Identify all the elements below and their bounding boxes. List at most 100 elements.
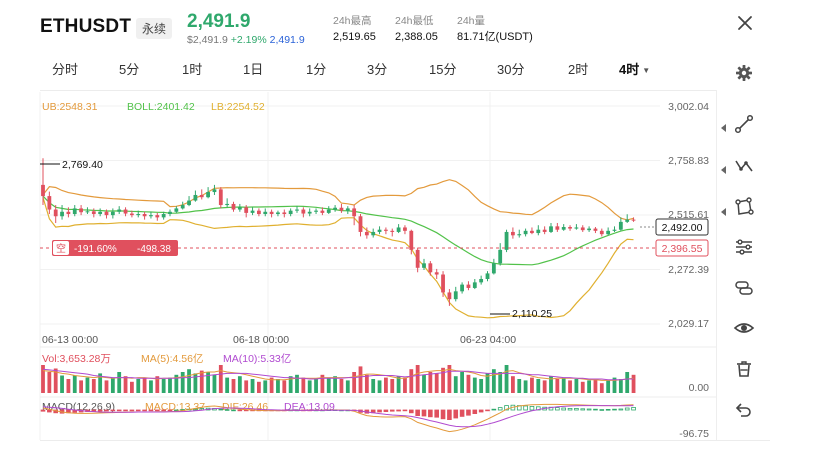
volume-bar — [269, 377, 274, 393]
undo-button[interactable] — [733, 399, 755, 421]
candle-body — [466, 284, 471, 288]
candle-body — [580, 227, 585, 231]
candle-body — [282, 212, 287, 215]
candle-body — [523, 230, 528, 235]
candle-body — [549, 226, 553, 232]
candle-body — [161, 214, 166, 218]
link-chain-tool[interactable] — [733, 277, 755, 299]
volume-bar — [237, 376, 242, 393]
tab-timeframe-2h[interactable]: 2时 — [568, 62, 589, 77]
volume-bar — [130, 381, 134, 393]
macd-bar — [396, 409, 401, 412]
volume-bar — [72, 375, 77, 393]
macd-bar — [135, 409, 141, 412]
candle-body — [491, 263, 496, 274]
polyline-tool[interactable] — [733, 155, 755, 177]
collapse-arrow-icon-3[interactable] — [721, 203, 727, 216]
contract-tag: 永续 — [136, 18, 173, 39]
stat-volume-label: 24h量 — [457, 15, 486, 27]
volume-bar — [301, 377, 306, 393]
candle-body — [460, 284, 464, 292]
boll-mid-line — [42, 195, 634, 266]
candle-body — [498, 249, 503, 264]
high-marker: 2,769.40 — [62, 159, 103, 171]
tab-timeframe-30m[interactable]: 30分 — [497, 62, 525, 77]
close-button[interactable] — [735, 13, 755, 33]
settings-button[interactable] — [735, 64, 753, 82]
volume-bar — [212, 374, 217, 393]
candle-body — [561, 227, 566, 230]
volume-ma10-line — [42, 368, 634, 381]
polyline-icon — [735, 160, 753, 172]
macd-bar — [389, 409, 395, 412]
macd-bar — [523, 405, 528, 411]
volume-bar — [53, 368, 58, 393]
macd-bar — [504, 405, 509, 411]
stat-low-label: 24h最低 — [395, 15, 434, 27]
volume-bar — [155, 376, 160, 393]
volume-bar — [599, 383, 604, 393]
volume-bar — [199, 370, 204, 393]
macd-bar — [47, 409, 52, 413]
toolbar-divider — [716, 90, 717, 441]
stat-volume: 24h量 81.71亿(USDT) — [457, 13, 533, 45]
shape-tool[interactable] — [733, 196, 755, 218]
volume-bar — [491, 369, 496, 393]
macd-bar — [123, 409, 128, 412]
tab-timeframe-4h[interactable]: 4时 ▼ — [619, 59, 650, 78]
candle-body — [333, 207, 337, 210]
tab-timeframe-3m[interactable]: 3分 — [367, 62, 388, 77]
macd-bar — [110, 409, 116, 412]
position-pnl: -498.38 — [137, 244, 171, 255]
fib-lines-tool[interactable] — [733, 236, 755, 258]
trend-line-tool[interactable] — [733, 113, 755, 135]
candle-body — [555, 226, 560, 230]
volume-axis-zero: 0.00 — [689, 382, 710, 394]
dif-value: DIF:26.46 — [222, 401, 268, 413]
candle-body — [263, 211, 268, 215]
volume-bar — [523, 380, 528, 393]
volume-bar — [409, 369, 414, 393]
candle-body — [187, 200, 191, 206]
volume-bar — [434, 373, 439, 393]
mark-price: 2,491.9 — [269, 34, 305, 46]
change-percent: +2.19% — [230, 34, 267, 46]
delete-drawings-button[interactable] — [733, 358, 755, 380]
x-label-3: 06-23 04:00 — [460, 334, 516, 346]
tab-timeframe-1h[interactable]: 1时 — [182, 62, 203, 77]
volume-ma5-line — [42, 368, 634, 381]
collapse-arrow-icon-2[interactable] — [721, 161, 727, 174]
tab-timeframe-15m[interactable]: 15分 — [429, 62, 457, 77]
position-badge[interactable]: 空 -191.60% -498.38 — [52, 240, 178, 256]
visibility-toggle[interactable] — [733, 317, 755, 339]
collapse-arrow-icon[interactable] — [721, 119, 727, 132]
candle-body — [631, 219, 636, 221]
volume-bar — [320, 374, 325, 393]
macd-bar — [428, 409, 433, 418]
volume-bar — [485, 373, 490, 393]
candle-body — [110, 211, 115, 216]
volume-bar — [415, 365, 420, 393]
candle-body — [85, 211, 90, 213]
volume-bar — [282, 380, 287, 393]
tab-timeframe-1d[interactable]: 1日 — [243, 62, 264, 77]
macd-bar — [612, 408, 617, 411]
tab-timeframe-5m[interactable]: 5分 — [119, 62, 140, 77]
candle-body — [174, 208, 179, 212]
candle-body — [53, 209, 58, 217]
candle-body — [396, 227, 401, 232]
volume-bar — [276, 379, 280, 393]
volume-bar — [606, 380, 611, 393]
candle-body — [587, 228, 591, 231]
tab-timeframe-line[interactable]: 分时 — [52, 62, 79, 77]
chart-area[interactable] — [40, 90, 716, 442]
position-price-tag: 2,396.55 — [655, 239, 709, 257]
trend-line-icon — [734, 114, 754, 134]
volume-bar — [117, 372, 122, 393]
macd-bar — [472, 409, 478, 414]
volume-bar — [574, 379, 579, 393]
tab-timeframe-1m[interactable]: 1分 — [306, 62, 327, 77]
boll-upper-label: UB:2548.31 — [42, 101, 98, 113]
volume-bar — [161, 379, 166, 393]
